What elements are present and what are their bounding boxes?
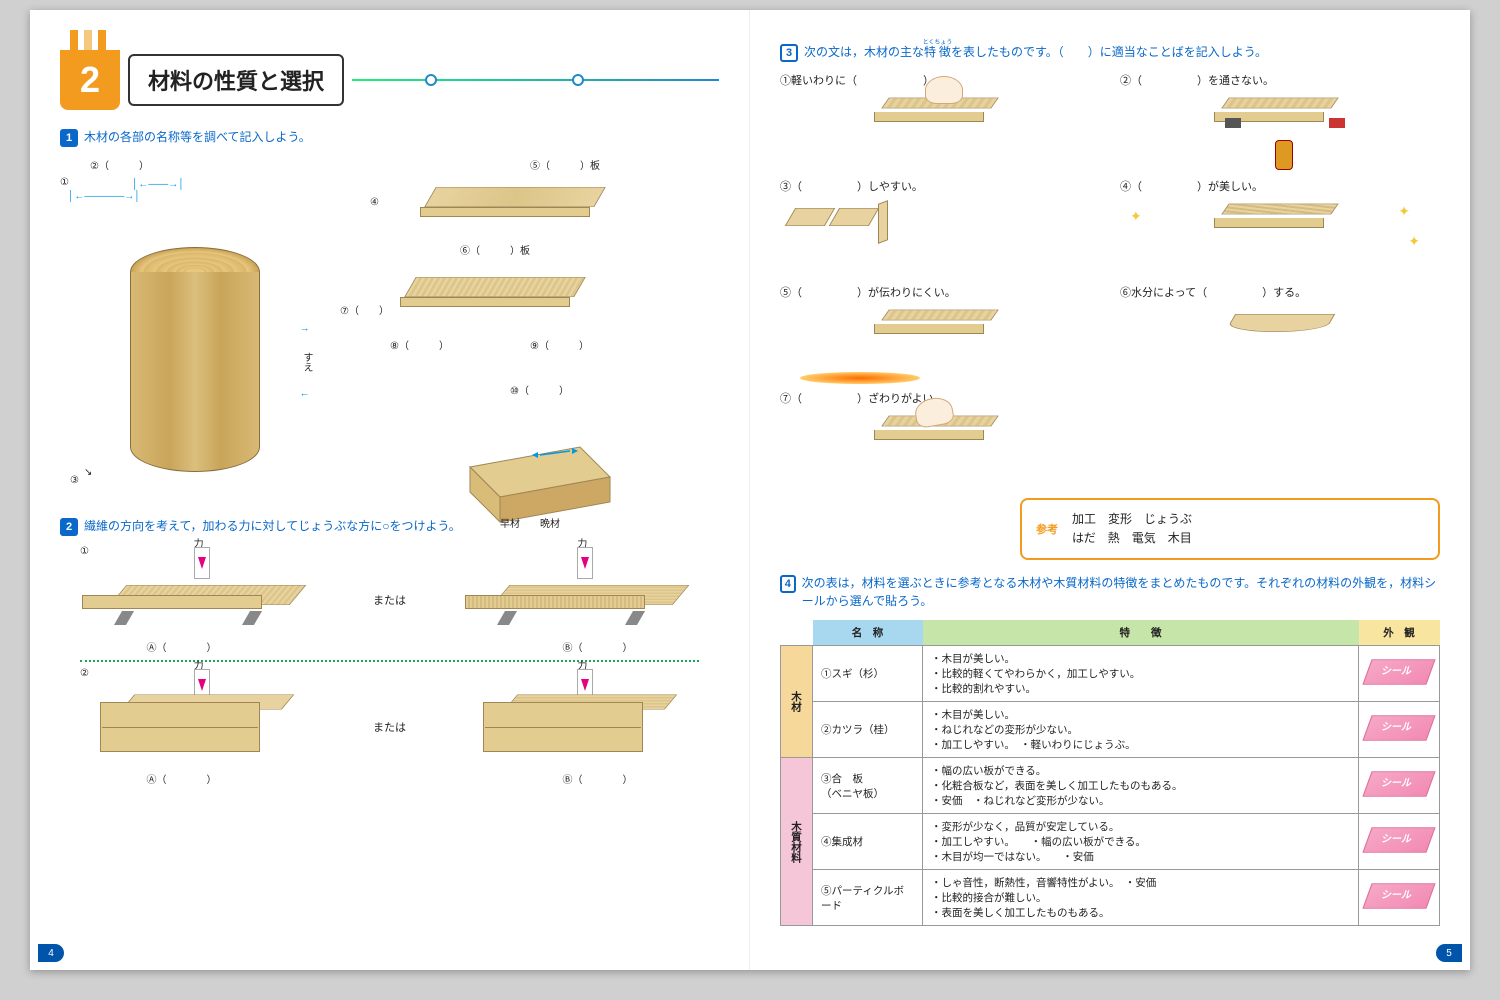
- q3-features: ①軽いわりに（ ）。 ②（ ）を通さない。 ③（ ）しやすい。 ④（ ）が美しい…: [780, 72, 1440, 490]
- page-num-left: 4: [38, 944, 64, 962]
- seal-5[interactable]: シール: [1367, 878, 1431, 914]
- q2-head: 2 繊維の方向を考えて，加わる力に対してじょうぶな方に○をつけよう。: [60, 517, 719, 536]
- q2-n2: ②: [80, 668, 719, 679]
- r3-feat: ・幅の広い板ができる。 ・化粧合板など，表面を美しく加工したものもある。 ・安価…: [923, 758, 1359, 814]
- r2-name: ②カツラ（桂）: [813, 702, 923, 758]
- q2-diagram: ① 力 または 力 Ⓐ（ ）: [60, 546, 719, 786]
- lbl-ban: 晩材: [540, 515, 560, 530]
- th-feat: 特 徴: [923, 620, 1359, 646]
- page-num-right: 5: [1436, 944, 1462, 962]
- chapter-number: 2: [60, 50, 120, 110]
- box-B2: 力: [481, 687, 681, 767]
- r5-feat: ・しゃ音性，断熱性，音響特性がよい。 ・安価 ・比較的接合が難しい。 ・表面を美…: [923, 870, 1359, 926]
- q4-num: 4: [780, 575, 796, 593]
- th-name: 名 称: [813, 620, 923, 646]
- lbl-6: ⑥（ ）板: [460, 242, 530, 257]
- seal-4[interactable]: シール: [1367, 822, 1431, 858]
- f6: ⑥水分によって（ ）する。: [1120, 284, 1440, 300]
- q1-num: 1: [60, 129, 78, 147]
- lbl-1: ①: [60, 177, 69, 188]
- seal-3[interactable]: シール: [1367, 766, 1431, 802]
- page-spread: 2 材料の性質と選択 1 木材の各部の名称等を調べて記入しよう。 ②（ ） ① …: [30, 10, 1470, 970]
- f4: ④（ ）が美しい。: [1120, 178, 1440, 194]
- seal-2[interactable]: シール: [1367, 710, 1431, 746]
- lbl-10: ⑩（ ）: [510, 382, 569, 397]
- log-illust: [130, 247, 260, 487]
- seal-1[interactable]: シール: [1367, 654, 1431, 690]
- cat-woodmat: 木質材料: [781, 758, 813, 926]
- r2-feat: ・木目が美しい。 ・ねじれなどの変形が少ない。 ・加工しやすい。 ・軽いわりにじ…: [923, 702, 1359, 758]
- r1-name: ①スギ（杉）: [813, 646, 923, 702]
- r4-name: ④集成材: [813, 814, 923, 870]
- plank-A1: 力: [98, 565, 298, 635]
- r5-name: ⑤パーティクルボード: [813, 870, 923, 926]
- lbl-3: ③: [70, 475, 79, 486]
- lbl-4: ④: [370, 197, 379, 208]
- f2: ②（ ）を通さない。: [1120, 72, 1440, 88]
- or-2: または: [373, 719, 406, 735]
- lbl-2: ②（ ）: [90, 157, 149, 172]
- wedge-illust: [460, 437, 620, 517]
- chapter-header: 2 材料の性質と選択: [60, 50, 719, 110]
- reference-box: 参考 加工 変形 じょうぶ はだ 熱 電気 木目: [1020, 498, 1440, 560]
- q4-head: 4 次の表は，材料を選ぶときに参考となる木材や木質材料の特徴をまとめたものです。…: [780, 574, 1440, 610]
- th-look: 外 観: [1359, 620, 1440, 646]
- lbl-9: ⑨（ ）: [530, 337, 589, 352]
- q2-n1: ①: [80, 546, 719, 557]
- q4-text: 次の表は，材料を選ぶときに参考となる木材や木質材料の特徴をまとめたものです。それ…: [802, 574, 1440, 610]
- lbl-8: ⑧（ ）: [390, 337, 449, 352]
- q1-text: 木材の各部の名称等を調べて記入しよう。: [84, 128, 311, 146]
- box-A2: 力: [98, 687, 298, 767]
- f5: ⑤（ ）が伝わりにくい。: [780, 284, 1100, 300]
- ref-tag: 参考: [1036, 521, 1058, 537]
- page-right: 3 次の文は，木材の主な特徴とくちょうを表したものです。（ ）に適当なことばを記…: [750, 10, 1470, 970]
- r1-feat: ・木目が美しい。 ・比較的軽くてやわらかく，加工しやすい。 ・比較的割れやすい。: [923, 646, 1359, 702]
- page-left: 2 材料の性質と選択 1 木材の各部の名称等を調べて記入しよう。 ②（ ） ① …: [30, 10, 750, 970]
- q3-head: 3 次の文は，木材の主な特徴とくちょうを表したものです。（ ）に適当なことばを記…: [780, 40, 1440, 62]
- q1-head: 1 木材の各部の名称等を調べて記入しよう。: [60, 128, 719, 147]
- q2-num: 2: [60, 518, 78, 536]
- cat-wood: 木材: [781, 646, 813, 758]
- lbl-haya: 早材: [500, 515, 520, 530]
- or-1: または: [373, 592, 406, 608]
- q3-text: 次の文は，木材の主な特徴とくちょうを表したものです。（ ）に適当なことばを記入し…: [804, 40, 1267, 61]
- chapter-title: 材料の性質と選択: [128, 54, 344, 106]
- r4-feat: ・変形が少なく，品質が安定している。 ・加工しやすい。 ・幅の広い板ができる。 …: [923, 814, 1359, 870]
- q3-num: 3: [780, 44, 798, 62]
- material-table: 名 称 特 徴 外 観 木材 ①スギ（杉） ・木目が美しい。 ・比較的軽くてやわ…: [780, 620, 1440, 926]
- q2-text: 繊維の方向を考えて，加わる力に対してじょうぶな方に○をつけよう。: [84, 517, 461, 535]
- f3: ③（ ）しやすい。: [780, 178, 1100, 194]
- deco-line: [352, 79, 719, 81]
- r3-name: ③合 板 （ベニヤ板）: [813, 758, 923, 814]
- lbl-7: ⑦（ ）: [340, 302, 389, 317]
- q1-diagram: ②（ ） ① │←――――→│ │←――→│ ↑ すえ ↓ ③ ↘ ⑤（ ）板 …: [60, 157, 719, 507]
- lbl-5: ⑤（ ）板: [530, 157, 600, 172]
- plank-B1: 力: [481, 565, 681, 635]
- ref-words: 加工 変形 じょうぶ はだ 熱 電気 木目: [1072, 510, 1192, 548]
- lbl-sue: すえ: [299, 352, 314, 372]
